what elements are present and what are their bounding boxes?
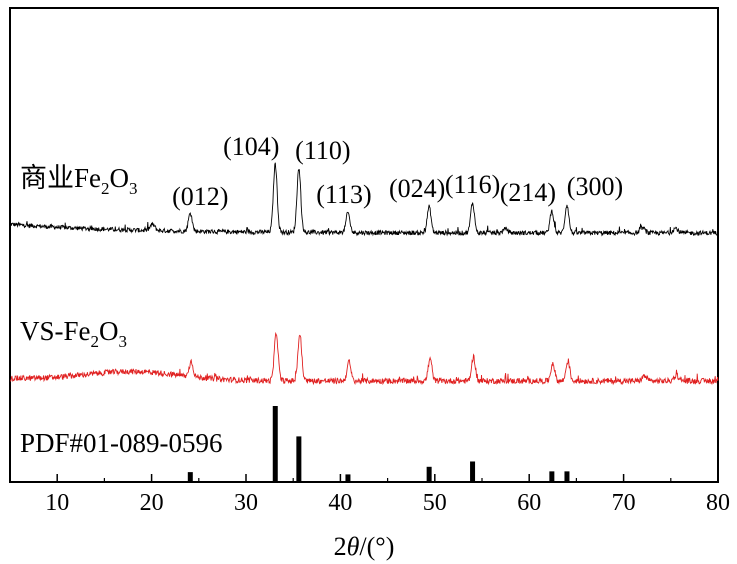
series-label-commercial: 商业Fe2O3 [20,163,138,198]
x-tick-label: 70 [612,490,636,516]
x-axis-label: 2θ/(°) [334,532,395,561]
peak-annotation: (012) [172,182,228,211]
x-tick-label: 50 [423,490,447,516]
peak-annotation: (104) [223,132,279,161]
reference-label: PDF#01-089-0596 [20,428,223,458]
reference-bar [549,471,555,482]
vs-fe2o3-line [9,331,719,386]
peak-annotation: (300) [567,172,623,201]
x-tick-label: 10 [45,490,69,516]
commercial-fe2o3-line [9,162,719,237]
reference-bar [345,474,351,482]
x-tick-label: 20 [140,490,164,516]
x-axis: 10 20 30 40 50 60 70 80 [9,474,730,516]
peak-annotation: (116) [445,170,500,199]
peak-annotation: (214) [500,178,556,207]
reference-bar [296,436,302,482]
reference-bar [272,406,278,482]
reference-bar [470,461,476,482]
peak-annotation: (113) [316,180,371,209]
peak-annotations: (012) (104) (110) (113) (024) (116) (214) (300) [172,132,623,211]
x-tick-label: 80 [706,490,730,516]
reference-bar [426,466,432,482]
x-tick-label: 60 [517,490,541,516]
reference-bar [187,472,193,482]
reference-bars [187,406,570,482]
peak-annotation: (110) [295,136,350,165]
series-label-vs: VS-Fe2O3 [20,316,127,351]
x-tick-label: 30 [234,490,258,516]
peak-annotation: (024) [389,174,445,203]
reference-bar [564,471,570,482]
pattern-lines [9,162,719,386]
plot-frame [9,7,719,483]
x-tick-label: 40 [328,490,352,516]
